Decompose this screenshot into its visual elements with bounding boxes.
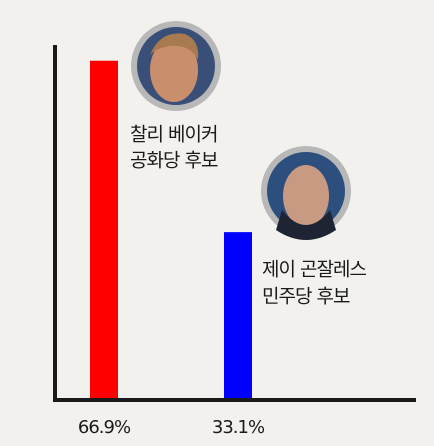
bar	[224, 232, 252, 400]
page: 66.9%찰리 베이커공화당 후보33.1%제이 곤잘레스민주당 후보 (() …	[0, 0, 434, 446]
candidate-name: 찰리 베이커	[130, 124, 217, 146]
candidate-party: 공화당 후보	[130, 150, 218, 172]
photo-baker	[131, 21, 221, 111]
chart: 66.9% 찰리 베이커공화당 후보 33.1% 제이 곤잘레스민주당 후보	[0, 0, 434, 446]
value-label: 33.1%	[212, 417, 265, 438]
candidate-party: 민주당 후보	[262, 286, 350, 308]
face	[283, 165, 329, 227]
value-label: 66.9%	[78, 417, 131, 438]
candidate-name: 제이 곤잘레스	[262, 259, 366, 281]
bar	[90, 61, 118, 400]
